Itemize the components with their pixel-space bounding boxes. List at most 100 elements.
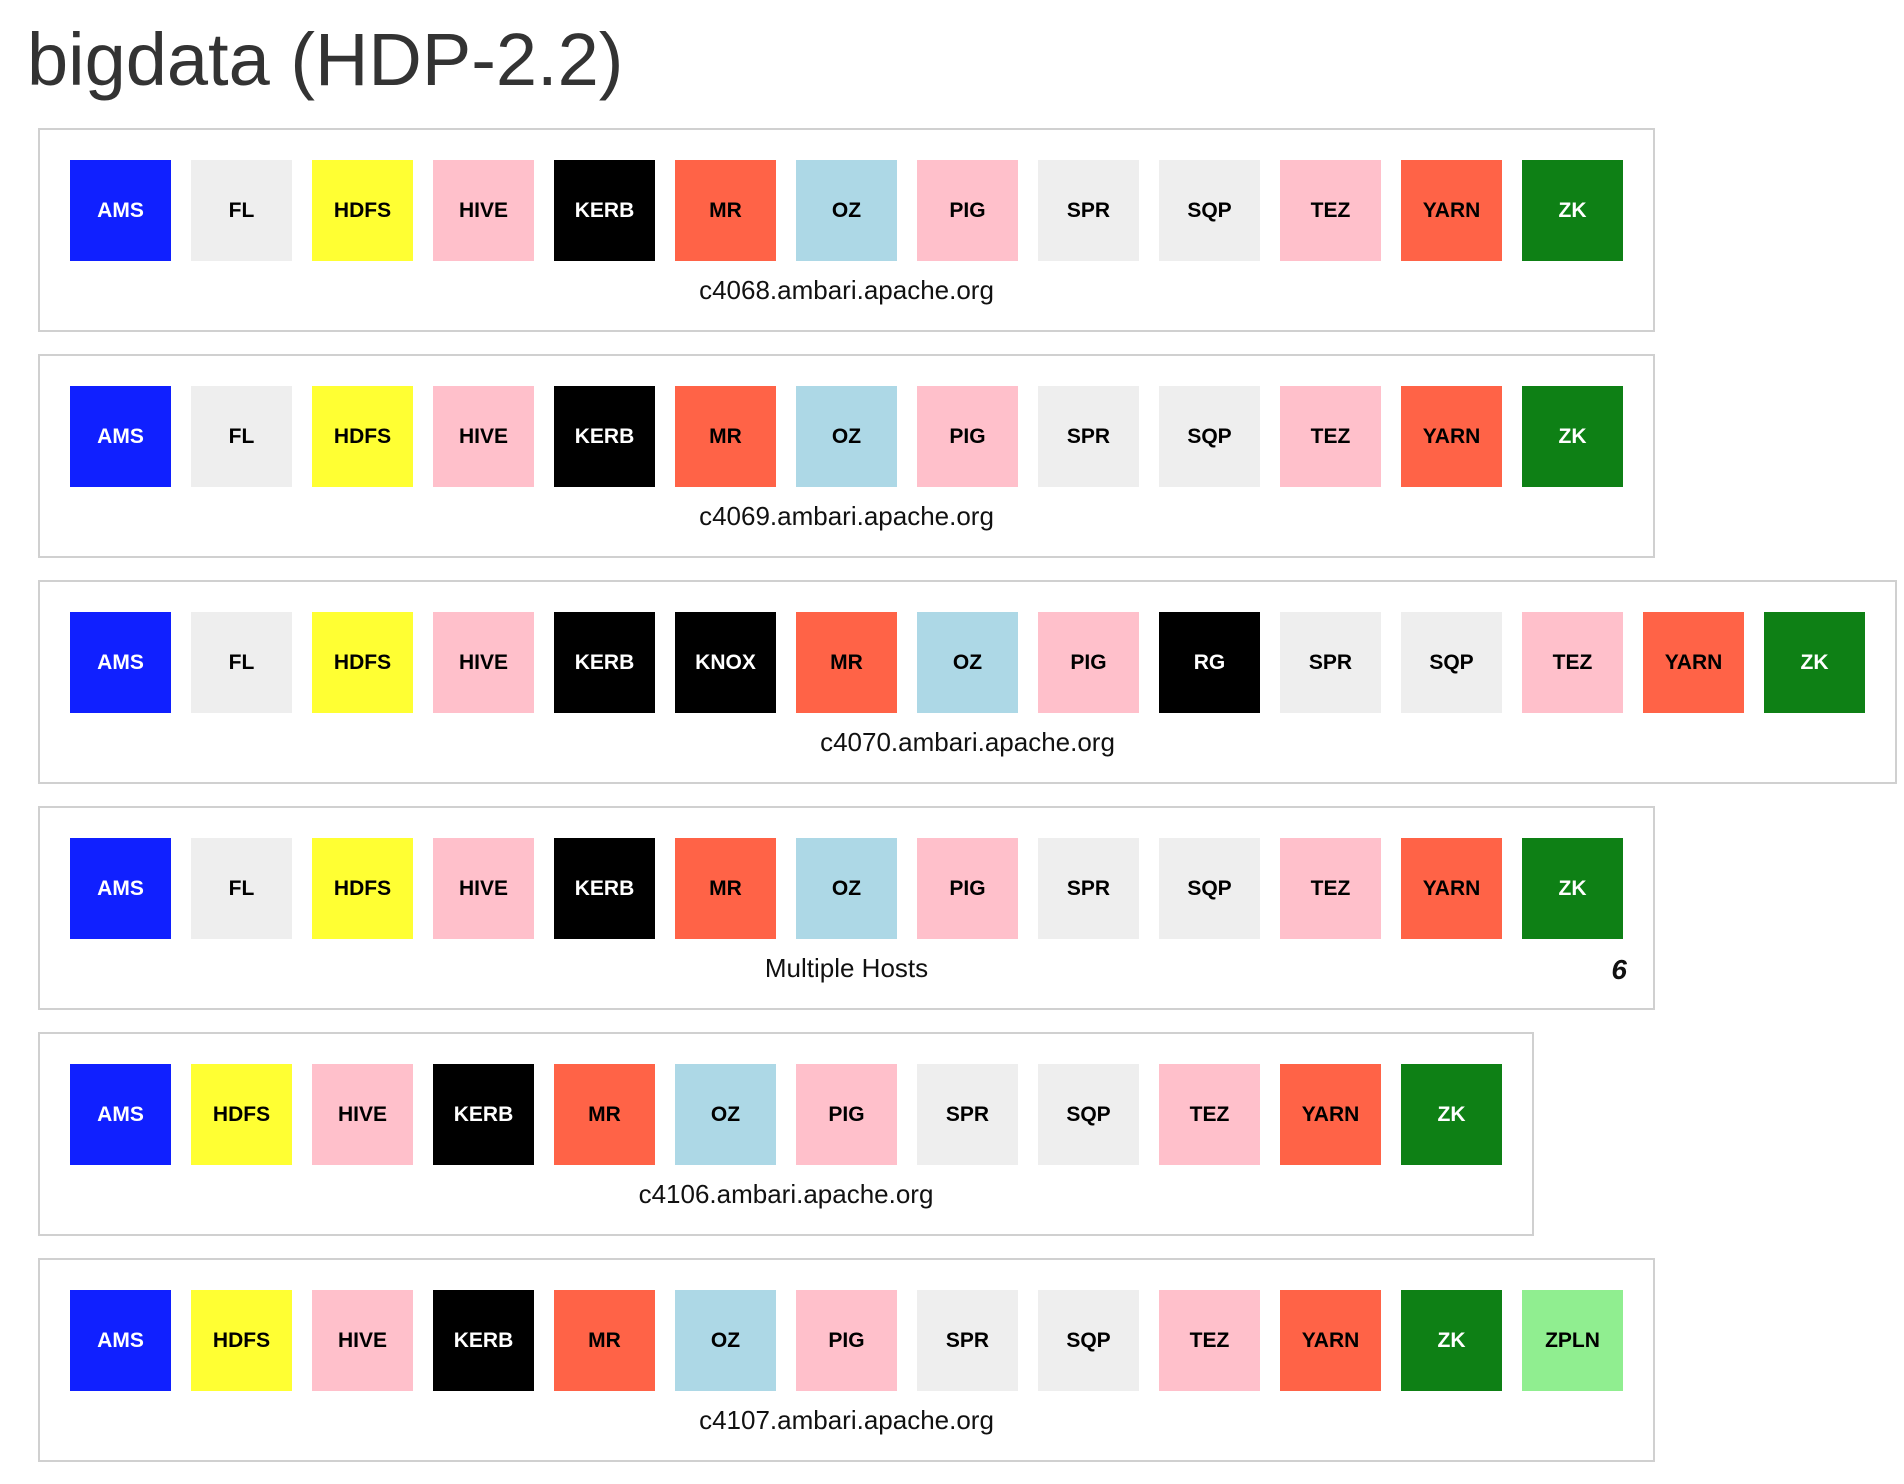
- service-tiles: AMS HDFS HIVE KERB MR OZ PIG SPR SQP TEZ YARN ZK ZPL…: [70, 1290, 1623, 1391]
- host-card[interactable]: AMS FL HDFS HIVE KERB MR OZ PIG SPR SQP TEZ YARN ZK M…: [38, 806, 1655, 1010]
- service-tile-rg[interactable]: RG: [1159, 612, 1260, 713]
- service-tile-spr[interactable]: SPR: [917, 1064, 1018, 1165]
- host-count: 6: [1611, 954, 1627, 985]
- service-tile-zk[interactable]: ZK: [1522, 838, 1623, 939]
- service-tile-hive[interactable]: HIVE: [433, 612, 534, 713]
- service-tile-tez[interactable]: TEZ: [1280, 386, 1381, 487]
- service-tile-hdfs[interactable]: HDFS: [312, 838, 413, 939]
- service-tile-ams[interactable]: AMS: [70, 386, 171, 487]
- service-tile-hive[interactable]: HIVE: [312, 1064, 413, 1165]
- service-tile-sqp[interactable]: SQP: [1159, 160, 1260, 261]
- service-tile-spr[interactable]: SPR: [1038, 838, 1139, 939]
- service-tile-tez[interactable]: TEZ: [1280, 838, 1381, 939]
- service-tile-tez[interactable]: TEZ: [1280, 160, 1381, 261]
- service-tile-mr[interactable]: MR: [675, 160, 776, 261]
- service-tile-hdfs[interactable]: HDFS: [191, 1064, 292, 1165]
- page-title: bigdata (HDP-2.2): [27, 18, 624, 101]
- service-tile-hive[interactable]: HIVE: [433, 838, 534, 939]
- service-tile-oz[interactable]: OZ: [675, 1290, 776, 1391]
- service-tile-pig[interactable]: PIG: [796, 1064, 897, 1165]
- service-tile-yarn[interactable]: YARN: [1280, 1290, 1381, 1391]
- service-tile-kerb[interactable]: KERB: [554, 160, 655, 261]
- service-tile-pig[interactable]: PIG: [796, 1290, 897, 1391]
- service-tile-hive[interactable]: HIVE: [433, 386, 534, 487]
- service-tile-knox[interactable]: KNOX: [675, 612, 776, 713]
- service-tile-pig[interactable]: PIG: [917, 386, 1018, 487]
- service-tile-yarn[interactable]: YARN: [1401, 160, 1502, 261]
- service-tile-kerb[interactable]: KERB: [554, 838, 655, 939]
- service-tile-zk[interactable]: ZK: [1522, 386, 1623, 487]
- service-tile-yarn[interactable]: YARN: [1401, 386, 1502, 487]
- host-row: AMS FL HDFS HIVE KERB KNOX MR OZ PIG RG SPR SQP TEZ Y…: [38, 580, 1897, 806]
- service-tile-ams[interactable]: AMS: [70, 1064, 171, 1165]
- service-tile-hive[interactable]: HIVE: [312, 1290, 413, 1391]
- host-name: c4069.ambari.apache.org: [699, 501, 994, 531]
- service-tile-yarn[interactable]: YARN: [1280, 1064, 1381, 1165]
- service-tile-kerb[interactable]: KERB: [554, 386, 655, 487]
- service-tile-mr[interactable]: MR: [796, 612, 897, 713]
- service-tile-mr[interactable]: MR: [554, 1064, 655, 1165]
- service-tile-hdfs[interactable]: HDFS: [191, 1290, 292, 1391]
- host-card[interactable]: AMS HDFS HIVE KERB MR OZ PIG SPR SQP TEZ YARN ZK c41…: [38, 1032, 1534, 1236]
- host-card[interactable]: AMS FL HDFS HIVE KERB MR OZ PIG SPR SQP TEZ YARN ZK c…: [38, 128, 1655, 332]
- host-name: c4106.ambari.apache.org: [638, 1179, 934, 1209]
- service-tile-kerb[interactable]: KERB: [554, 612, 655, 713]
- host-card[interactable]: AMS FL HDFS HIVE KERB KNOX MR OZ PIG RG SPR SQP TEZ Y…: [38, 580, 1897, 784]
- service-tile-ams[interactable]: AMS: [70, 1290, 171, 1391]
- service-tile-hdfs[interactable]: HDFS: [312, 160, 413, 261]
- host-list: AMS FL HDFS HIVE KERB MR OZ PIG SPR SQP TEZ YARN ZK c…: [38, 128, 1897, 1484]
- service-tile-spr[interactable]: SPR: [1038, 160, 1139, 261]
- service-tile-kerb[interactable]: KERB: [433, 1290, 534, 1391]
- host-card[interactable]: AMS FL HDFS HIVE KERB MR OZ PIG SPR SQP TEZ YARN ZK c…: [38, 354, 1655, 558]
- service-tile-zk[interactable]: ZK: [1401, 1064, 1502, 1165]
- service-tile-fl[interactable]: FL: [191, 612, 292, 713]
- service-tile-oz[interactable]: OZ: [917, 612, 1018, 713]
- service-tile-spr[interactable]: SPR: [917, 1290, 1018, 1391]
- service-tile-yarn[interactable]: YARN: [1643, 612, 1744, 713]
- service-tile-zpln[interactable]: ZPLN: [1522, 1290, 1623, 1391]
- service-tile-sqp[interactable]: SQP: [1401, 612, 1502, 713]
- service-tile-oz[interactable]: OZ: [796, 386, 897, 487]
- service-tile-ams[interactable]: AMS: [70, 838, 171, 939]
- service-tile-sqp[interactable]: SQP: [1038, 1064, 1139, 1165]
- service-tile-ams[interactable]: AMS: [70, 612, 171, 713]
- service-tile-zk[interactable]: ZK: [1522, 160, 1623, 261]
- service-tile-pig[interactable]: PIG: [917, 838, 1018, 939]
- service-tile-spr[interactable]: SPR: [1038, 386, 1139, 487]
- service-tile-ams[interactable]: AMS: [70, 160, 171, 261]
- service-tiles: AMS FL HDFS HIVE KERB MR OZ PIG SPR SQP TEZ YARN ZK: [70, 160, 1623, 261]
- service-tile-yarn[interactable]: YARN: [1401, 838, 1502, 939]
- host-row: AMS FL HDFS HIVE KERB MR OZ PIG SPR SQP TEZ YARN ZK M…: [38, 806, 1897, 1032]
- host-name: c4070.ambari.apache.org: [820, 727, 1115, 757]
- service-tiles: AMS FL HDFS HIVE KERB KNOX MR OZ PIG RG SPR SQP TEZ Y…: [70, 612, 1865, 713]
- service-tile-hive[interactable]: HIVE: [433, 160, 534, 261]
- service-tiles: AMS FL HDFS HIVE KERB MR OZ PIG SPR SQP TEZ YARN ZK: [70, 838, 1623, 939]
- service-tile-hdfs[interactable]: HDFS: [312, 386, 413, 487]
- service-tile-tez[interactable]: TEZ: [1159, 1064, 1260, 1165]
- service-tile-oz[interactable]: OZ: [796, 160, 897, 261]
- service-tile-oz[interactable]: OZ: [796, 838, 897, 939]
- service-tile-mr[interactable]: MR: [675, 386, 776, 487]
- service-tile-zk[interactable]: ZK: [1401, 1290, 1502, 1391]
- service-tile-hdfs[interactable]: HDFS: [312, 612, 413, 713]
- service-tile-mr[interactable]: MR: [675, 838, 776, 939]
- service-tile-kerb[interactable]: KERB: [433, 1064, 534, 1165]
- service-tile-fl[interactable]: FL: [191, 386, 292, 487]
- service-tile-sqp[interactable]: SQP: [1038, 1290, 1139, 1391]
- host-row: AMS FL HDFS HIVE KERB MR OZ PIG SPR SQP TEZ YARN ZK c…: [38, 354, 1897, 580]
- service-tile-sqp[interactable]: SQP: [1159, 386, 1260, 487]
- service-tile-pig[interactable]: PIG: [1038, 612, 1139, 713]
- service-tile-pig[interactable]: PIG: [917, 160, 1018, 261]
- service-tile-oz[interactable]: OZ: [675, 1064, 776, 1165]
- host-name: c4068.ambari.apache.org: [699, 275, 994, 305]
- service-tile-mr[interactable]: MR: [554, 1290, 655, 1391]
- service-tile-sqp[interactable]: SQP: [1159, 838, 1260, 939]
- service-tiles: AMS FL HDFS HIVE KERB MR OZ PIG SPR SQP TEZ YARN ZK: [70, 386, 1623, 487]
- host-card[interactable]: AMS HDFS HIVE KERB MR OZ PIG SPR SQP TEZ YARN ZK ZPL…: [38, 1258, 1655, 1462]
- service-tile-tez[interactable]: TEZ: [1159, 1290, 1260, 1391]
- service-tile-zk[interactable]: ZK: [1764, 612, 1865, 713]
- service-tile-tez[interactable]: TEZ: [1522, 612, 1623, 713]
- service-tile-fl[interactable]: FL: [191, 160, 292, 261]
- service-tile-fl[interactable]: FL: [191, 838, 292, 939]
- service-tile-spr[interactable]: SPR: [1280, 612, 1381, 713]
